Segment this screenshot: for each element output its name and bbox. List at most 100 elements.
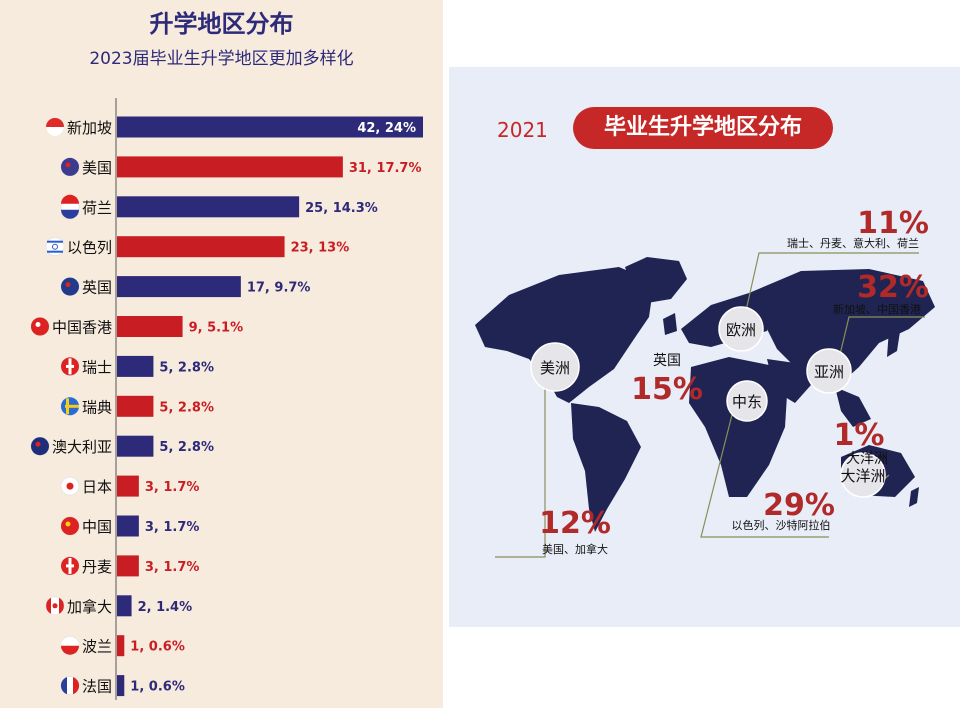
flag-base [45, 237, 65, 256]
region-percent: 29% [763, 488, 835, 523]
data-label: 3, 1.7% [145, 520, 200, 535]
bar-row: 荷兰 25, 14.3% [60, 194, 378, 219]
north-america-shape [475, 267, 654, 403]
data-label: 9, 5.1% [189, 321, 244, 336]
bar-row: 澳大利亚 5, 2.8% [30, 435, 214, 457]
flag-field [31, 317, 49, 336]
region-circle [840, 452, 886, 498]
region-percent: 1% [834, 418, 885, 453]
bar [117, 475, 139, 497]
flag-field [31, 437, 49, 456]
bar [117, 156, 343, 178]
flag-stripe [46, 597, 51, 614]
category-label: 瑞典 [82, 398, 112, 416]
category-label: 荷兰 [82, 199, 112, 217]
flag-emblem [35, 441, 41, 447]
right-panel: 美洲 欧洲 亚洲 中东 大洋洲 英国 12% 15% 11% 32% 29% 1% 美国、加拿大 瑞士、丹… [449, 67, 960, 627]
data-label: 25, 14.3% [305, 201, 378, 216]
bar-row: 法国 1, 0.6% [60, 675, 185, 697]
category-label: 丹麦 [82, 558, 112, 576]
southeast-asia-shape [835, 387, 871, 427]
bar-row: 以色列 23, 13% [45, 236, 350, 258]
bar-row: 中国香港 9, 5.1% [30, 316, 244, 337]
data-label: 5, 2.8% [159, 360, 214, 375]
region-percent: 11% [857, 206, 929, 241]
flag-emblem [52, 603, 58, 609]
flag-field [61, 157, 79, 176]
data-label: 23, 13% [291, 241, 350, 256]
bar-row: 中国 3, 1.7% [60, 515, 200, 537]
data-label: 17, 9.7% [247, 281, 311, 296]
region-name: 中东 [732, 393, 762, 411]
flag-emblem [65, 282, 71, 288]
region-percent: 12% [539, 506, 611, 541]
flag-stripe [73, 677, 80, 695]
flag-stripe [61, 194, 79, 204]
bar [117, 595, 132, 617]
data-label: 5, 2.8% [159, 400, 214, 415]
data-label: 3, 1.7% [145, 560, 200, 575]
bar [117, 196, 300, 218]
flag-cross [68, 557, 72, 574]
region-name: 欧洲 [726, 321, 756, 339]
region-detail: 新加坡、中国香港 [833, 302, 921, 316]
bar [117, 355, 154, 377]
new-zealand-shape [909, 487, 919, 507]
flag-stripe [61, 209, 79, 219]
data-label: 31, 17.7% [349, 161, 422, 176]
category-label: 澳大利亚 [52, 438, 112, 456]
data-label: 1, 0.6% [130, 640, 185, 655]
bar [117, 555, 139, 577]
region-circle [726, 380, 768, 422]
bar [117, 316, 183, 337]
bar-row: 新加坡 42, 24% [45, 116, 423, 138]
category-label: 中国香港 [52, 319, 112, 337]
flag-field [61, 277, 79, 296]
bar-row: 丹麦 3, 1.7% [60, 555, 200, 577]
bar [117, 116, 423, 138]
flag-emblem [35, 322, 41, 327]
bar-row: 加拿大 2, 1.4% [45, 595, 193, 617]
category-label: 以色列 [67, 239, 112, 257]
bar-chart: 新加坡 42, 24% 美国 31, 17.7% 荷兰 25, 14.3% 以色列 23, 1… [30, 98, 423, 700]
flag-stripe [61, 636, 79, 646]
category-label: 瑞士 [82, 358, 112, 376]
data-label: 3, 1.7% [145, 480, 200, 495]
left-panel: 升学地区分布 2023届毕业生升学地区更加多样化 新加坡 42, 24% 美国 31,… [0, 0, 443, 708]
region-detail: 以色列、沙特阿拉伯 [732, 518, 831, 532]
bar-chart-title: 升学地区分布 [149, 10, 294, 38]
flag-emblem [52, 243, 58, 250]
asia-shape [749, 269, 935, 387]
category-label: 加拿大 [67, 598, 112, 616]
flag-cross [66, 398, 69, 415]
bar [117, 276, 241, 298]
bar [117, 236, 285, 258]
category-label: 法国 [82, 678, 112, 696]
region-detail: 美国、加拿大 [542, 542, 608, 556]
category-label: 日本 [82, 478, 112, 496]
bar-row: 瑞典 5, 2.8% [60, 395, 214, 417]
category-label: 美国 [82, 159, 112, 177]
flag-stripe [47, 240, 63, 243]
category-label: 中国 [82, 518, 112, 536]
uk-shape [663, 313, 677, 335]
map-year: 2021 [497, 118, 548, 142]
region-name: 美洲 [540, 359, 570, 377]
flag-emblem [65, 521, 71, 527]
data-label: 2, 1.4% [138, 600, 193, 615]
flag-stripe [60, 677, 67, 695]
category-label: 波兰 [82, 638, 112, 656]
middle-east-leader [700, 402, 829, 538]
region-detail: 瑞士、丹麦、意大利、荷兰 [787, 236, 919, 250]
region-percent: 15% [631, 372, 703, 407]
bar [117, 635, 125, 657]
bar-row: 波兰 1, 0.6% [60, 635, 185, 657]
region-circle [718, 306, 764, 352]
flag-cross [65, 404, 79, 408]
flag-stripe [61, 645, 79, 655]
americas-leader [495, 367, 546, 558]
bar [117, 515, 139, 537]
bar-row: 英国 17, 9.7% [60, 276, 311, 298]
flag-emblem [65, 162, 71, 168]
